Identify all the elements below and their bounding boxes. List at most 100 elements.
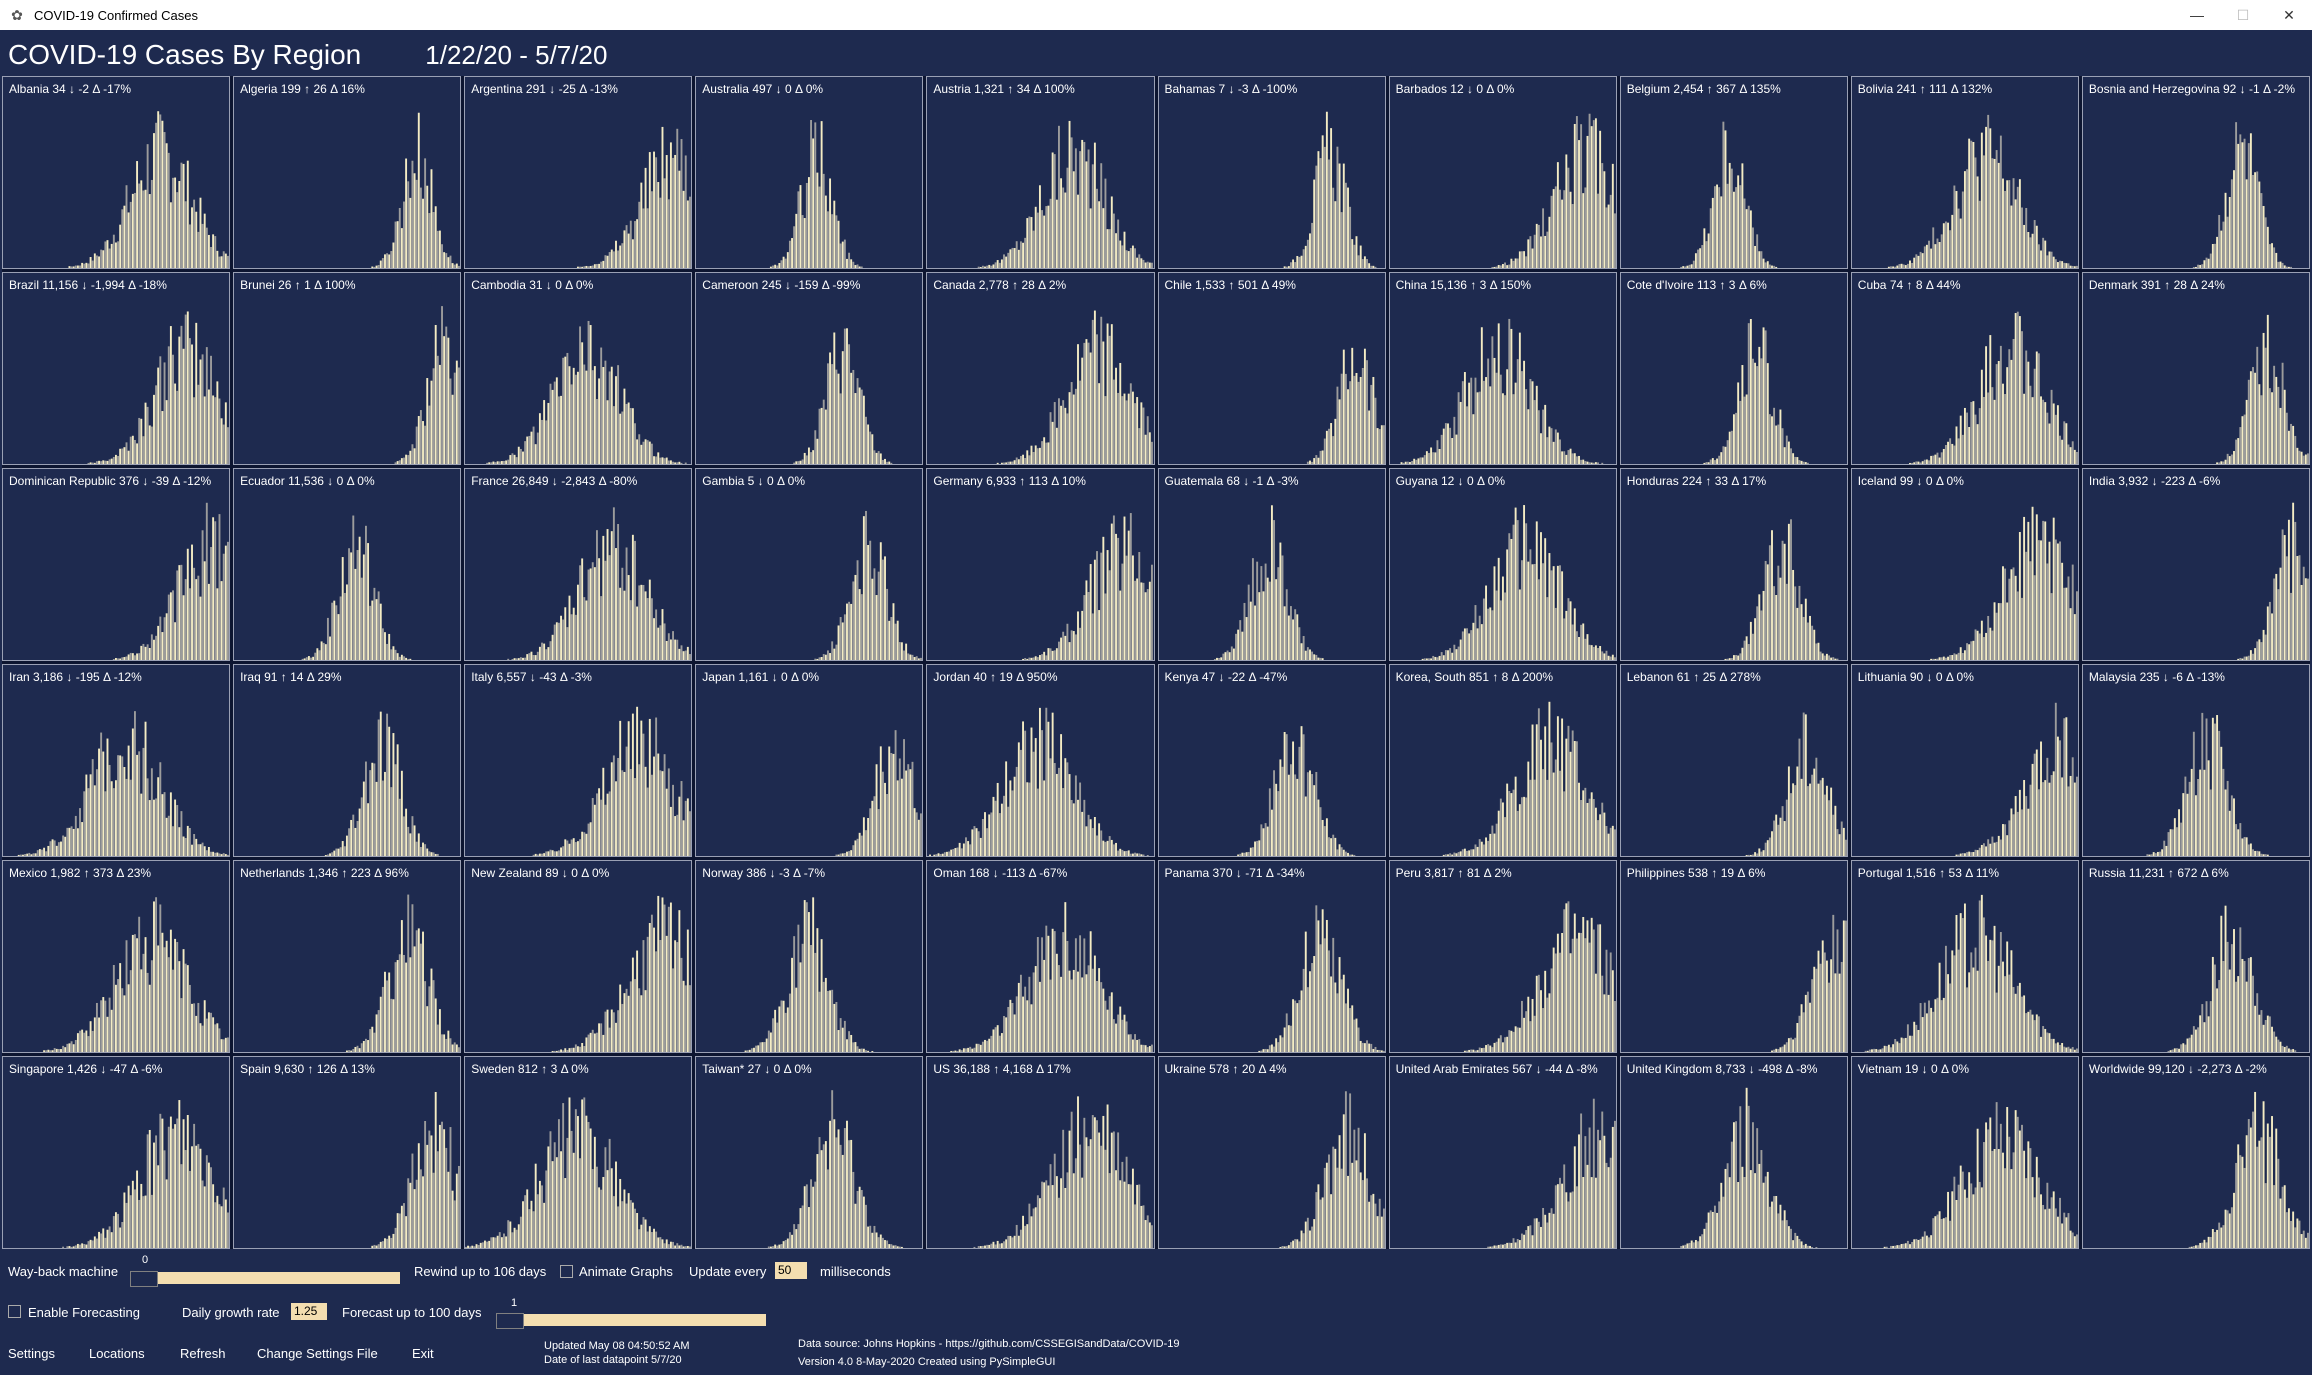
daily-bar: [621, 1201, 624, 1248]
daily-bar: [2235, 122, 2237, 268]
daily-bar: [2283, 535, 2286, 660]
daily-bar: [615, 781, 618, 856]
daily-bar: [1741, 163, 1744, 268]
daily-bar: [651, 443, 654, 464]
last-datapoint-text: Date of last datapoint 5/7/20: [544, 1354, 682, 1366]
daily-bar: [2016, 591, 2019, 660]
daily-bar: [415, 179, 418, 268]
daily-bar: [625, 547, 628, 660]
forecast-slider[interactable]: [496, 1314, 766, 1326]
daily-bar: [424, 158, 427, 268]
daily-bar: [38, 849, 41, 856]
forecast-slider-thumb[interactable]: [496, 1313, 524, 1329]
daily-bar: [1054, 154, 1057, 268]
daily-bar: [1755, 1128, 1758, 1248]
daily-bar: [409, 833, 412, 856]
daily-bar: [405, 454, 408, 464]
daily-bar: [954, 848, 957, 856]
locations-button[interactable]: Locations: [89, 1346, 145, 1361]
daily-bar: [1679, 1245, 1682, 1248]
daily-bar: [1033, 751, 1035, 856]
daily-bar: [528, 653, 531, 660]
daily-bar: [1499, 600, 1502, 660]
daily-bar: [1352, 854, 1355, 856]
region-cell: Panama 370 ↓ -71 Δ -34%: [1157, 860, 1386, 1053]
daily-bar: [808, 447, 811, 464]
daily-bar: [2241, 658, 2244, 660]
daily-bar: [1344, 851, 1347, 856]
daily-bar: [1039, 655, 1042, 660]
daily-bar: [2275, 252, 2278, 268]
region-cell: Japan 1,161 ↓ 0 Δ 0%: [695, 664, 924, 857]
growth-rate-input[interactable]: 1.25: [291, 1303, 327, 1320]
daily-bar: [401, 1205, 403, 1248]
daily-bar: [1944, 945, 1947, 1052]
daily-bar: [537, 651, 539, 660]
change-settings-file-button[interactable]: Change Settings File: [257, 1346, 378, 1361]
daily-bar: [2235, 439, 2237, 464]
daily-bar: [2073, 266, 2076, 268]
daily-bar: [1501, 393, 1504, 464]
refresh-button[interactable]: Refresh: [180, 1346, 226, 1361]
daily-bar: [513, 454, 516, 464]
daily-bar: [1760, 610, 1763, 660]
daily-bar: [581, 342, 584, 464]
daily-bar: [625, 746, 628, 856]
daily-bar: [407, 894, 410, 1052]
daily-bar: [1098, 1132, 1101, 1248]
wayback-slider-thumb[interactable]: [130, 1271, 158, 1287]
settings-button[interactable]: Settings: [8, 1346, 55, 1361]
daily-bar: [1730, 1141, 1733, 1248]
daily-bar: [1823, 952, 1826, 1052]
wayback-slider[interactable]: [130, 1272, 400, 1284]
daily-bar: [2228, 1213, 2231, 1248]
daily-bar: [1921, 253, 1924, 268]
maximize-icon[interactable]: ☐: [2236, 6, 2250, 23]
exit-button[interactable]: Exit: [412, 1346, 434, 1361]
minimize-icon[interactable]: —: [2190, 7, 2204, 23]
daily-bar: [950, 849, 953, 856]
daily-bar: [682, 651, 685, 660]
daily-bar: [1991, 630, 1994, 660]
daily-bar: [1510, 1242, 1512, 1248]
daily-bar: [1484, 377, 1487, 464]
close-icon[interactable]: ✕: [2283, 6, 2295, 23]
daily-bar: [1575, 116, 1578, 268]
daily-bar: [1355, 1160, 1357, 1248]
daily-bar: [72, 1246, 75, 1248]
daily-bar: [995, 1027, 997, 1052]
daily-bar: [66, 1043, 69, 1052]
region-cell: Iceland 99 ↓ 0 Δ 0%: [1850, 468, 2079, 661]
daily-bar: [133, 711, 136, 856]
daily-bar: [2152, 852, 2155, 856]
daily-bar: [1783, 543, 1786, 660]
daily-bar: [854, 1042, 857, 1052]
daily-bar: [2222, 1225, 2225, 1248]
animate-checkbox[interactable]: [560, 1265, 573, 1278]
daily-bar: [634, 979, 637, 1052]
daily-bar: [1096, 835, 1099, 856]
daily-bar: [2268, 601, 2271, 660]
daily-bar: [1240, 852, 1243, 856]
update-every-input[interactable]: 50: [775, 1262, 807, 1279]
daily-bar: [388, 633, 391, 660]
daily-bar: [1713, 1205, 1716, 1248]
daily-bar: [1739, 400, 1741, 464]
daily-bar: [1472, 414, 1474, 464]
daily-bar: [642, 733, 645, 856]
daily-bar: [649, 152, 651, 268]
daily-bar: [988, 1038, 991, 1052]
daily-bar: [193, 1003, 196, 1052]
daily-bar: [2279, 407, 2282, 464]
daily-bar: [856, 264, 859, 268]
daily-bar: [2264, 634, 2267, 660]
daily-bar: [884, 556, 887, 660]
daily-bar: [890, 462, 893, 464]
forecast-checkbox[interactable]: [8, 1305, 21, 1318]
daily-bar: [1819, 780, 1822, 856]
daily-bar: [608, 791, 611, 856]
daily-bar: [1111, 992, 1114, 1052]
daily-bar: [191, 1003, 193, 1052]
daily-bar: [409, 658, 412, 660]
daily-bar: [2163, 840, 2166, 856]
